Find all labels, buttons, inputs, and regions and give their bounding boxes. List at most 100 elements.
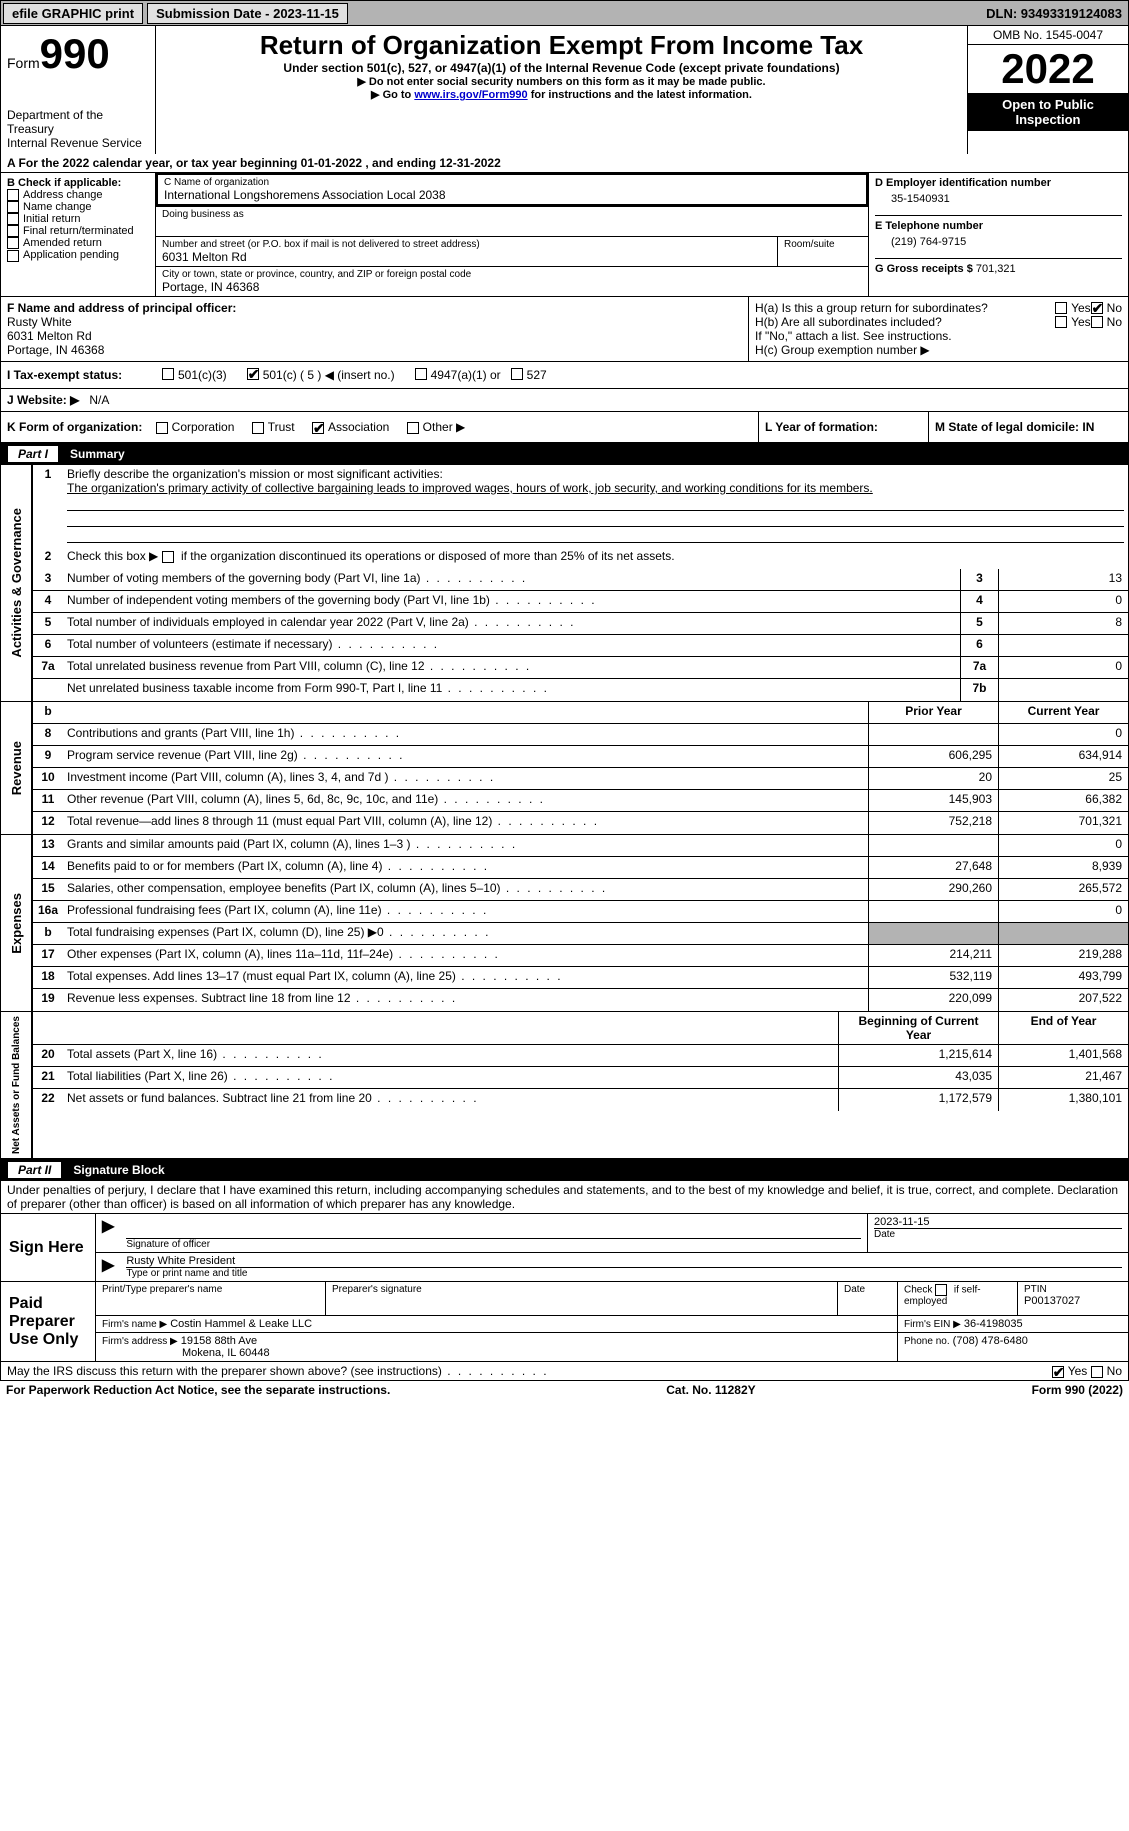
- cb-hb-no[interactable]: [1091, 316, 1103, 328]
- discuss-no: No: [1107, 1364, 1122, 1378]
- subtitle-1: Under section 501(c), 527, or 4947(a)(1)…: [162, 61, 961, 75]
- date-label-2: Date: [844, 1284, 891, 1295]
- ptin-label: PTIN: [1024, 1284, 1122, 1295]
- side-revenue: Revenue: [9, 737, 24, 799]
- addr-label: Number and street (or P.O. box if mail i…: [162, 239, 771, 250]
- l-label: L Year of formation:: [758, 412, 928, 442]
- row-prior: [868, 923, 998, 944]
- cb-ha-yes[interactable]: [1055, 302, 1067, 314]
- sign-here-label: Sign Here: [1, 1214, 96, 1281]
- cb-501c3[interactable]: [162, 368, 174, 380]
- cb-application-pending[interactable]: [7, 250, 19, 262]
- g-label: G Gross receipts $: [875, 263, 976, 275]
- form-header: Form990 Department of the Treasury Inter…: [0, 26, 1129, 154]
- k-assoc: Association: [328, 420, 389, 434]
- row-val: 8: [998, 613, 1128, 634]
- row-desc: Total assets (Part X, line 16): [63, 1045, 838, 1066]
- row-box: 7a: [960, 657, 998, 678]
- cb-discuss-yes[interactable]: [1052, 1366, 1064, 1378]
- i-cnum: 501(c) ( 5 ) ◀ (insert no.): [263, 368, 395, 382]
- col-current: Current Year: [998, 702, 1128, 723]
- row-num: 19: [33, 989, 63, 1011]
- submission-date-button[interactable]: Submission Date - 2023-11-15: [147, 3, 348, 24]
- hc-label: H(c) Group exemption number ▶: [755, 343, 1122, 357]
- cb-ha-no[interactable]: [1091, 302, 1103, 314]
- row-desc: Professional fundraising fees (Part IX, …: [63, 901, 868, 922]
- cb-q2[interactable]: [162, 551, 174, 563]
- k-corp: Corporation: [172, 420, 235, 434]
- cb-501c[interactable]: [247, 368, 259, 380]
- cb-527[interactable]: [511, 368, 523, 380]
- phone-val: (708) 478-6480: [953, 1335, 1028, 1347]
- row-desc: Total liabilities (Part X, line 26): [63, 1067, 838, 1088]
- line-a: A For the 2022 calendar year, or tax yea…: [0, 154, 1129, 173]
- check-self-pre: Check: [904, 1285, 935, 1296]
- e-label: E Telephone number: [875, 215, 1122, 232]
- row-prior: 214,211: [868, 945, 998, 966]
- cb-hb-yes[interactable]: [1055, 316, 1067, 328]
- row-num: 11: [33, 790, 63, 811]
- row-box: 5: [960, 613, 998, 634]
- k-other: Other ▶: [423, 420, 466, 434]
- form-number: 990: [40, 30, 110, 77]
- b-item-5: Application pending: [23, 249, 119, 261]
- cb-address-change[interactable]: [7, 189, 19, 201]
- date-label: Date: [874, 1228, 1122, 1240]
- row-desc: Other expenses (Part IX, column (A), lin…: [63, 945, 868, 966]
- row-num: 7a: [33, 657, 63, 678]
- irs-link[interactable]: www.irs.gov/Form990: [414, 89, 527, 101]
- b-item-4: Amended return: [23, 237, 102, 249]
- i-a1: 4947(a)(1) or: [431, 368, 501, 382]
- cb-assoc[interactable]: [312, 422, 324, 434]
- cb-final-return[interactable]: [7, 225, 19, 237]
- row-desc: Total revenue—add lines 8 through 11 (mu…: [63, 812, 868, 834]
- efile-print-button[interactable]: efile GRAPHIC print: [3, 3, 143, 24]
- room-label: Room/suite: [784, 239, 862, 250]
- cb-amended-return[interactable]: [7, 237, 19, 249]
- cb-4947[interactable]: [415, 368, 427, 380]
- cb-discuss-no[interactable]: [1091, 1366, 1103, 1378]
- b-item-1: Name change: [23, 201, 92, 213]
- prep-name-label: Print/Type preparer's name: [102, 1284, 319, 1295]
- row-desc: Salaries, other compensation, employee b…: [63, 879, 868, 900]
- f-name: Rusty White: [7, 315, 742, 329]
- firm-addr1: 19158 88th Ave: [181, 1335, 257, 1347]
- grid-expenses: Expenses 13 Grants and similar amounts p…: [0, 835, 1129, 1012]
- sig-date: 2023-11-15: [874, 1216, 1122, 1228]
- row-num: 10: [33, 768, 63, 789]
- b-item-3: Final return/terminated: [23, 225, 134, 237]
- row-num: 8: [33, 724, 63, 745]
- part1-title: Summary: [70, 447, 125, 461]
- row-prior: 220,099: [868, 989, 998, 1011]
- part1-label: Part I: [8, 446, 58, 462]
- cb-trust[interactable]: [252, 422, 264, 434]
- type-name-label: Type or print name and title: [126, 1267, 1122, 1279]
- firm-addr2: Mokena, IL 60448: [102, 1347, 891, 1359]
- row-num: b: [33, 923, 63, 944]
- row-current: 634,914: [998, 746, 1128, 767]
- row-num: 5: [33, 613, 63, 634]
- row-current: 701,321: [998, 812, 1128, 834]
- row-num: 12: [33, 812, 63, 834]
- row-val: 13: [998, 569, 1128, 590]
- firm-ein-label: Firm's EIN ▶: [904, 1319, 961, 1330]
- cb-other[interactable]: [407, 422, 419, 434]
- row-desc: Total fundraising expenses (Part IX, col…: [63, 923, 868, 944]
- q2-num: 2: [33, 547, 63, 569]
- subtitle-3-post: for instructions and the latest informat…: [531, 89, 752, 101]
- cb-self-employed[interactable]: [935, 1284, 947, 1296]
- row-prior: 290,260: [868, 879, 998, 900]
- addr-val: 6031 Melton Rd: [162, 250, 771, 264]
- row-num: 13: [33, 835, 63, 856]
- q2-text-post: if the organization discontinued its ope…: [178, 549, 675, 563]
- row-desc: Benefits paid to or for members (Part IX…: [63, 857, 868, 878]
- grid-netassets: Net Assets or Fund Balances Beginning of…: [0, 1012, 1129, 1159]
- cb-corp[interactable]: [156, 422, 168, 434]
- form-title: Return of Organization Exempt From Incom…: [162, 30, 961, 61]
- row-prior: 43,035: [838, 1067, 998, 1088]
- cb-name-change[interactable]: [7, 201, 19, 213]
- cb-initial-return[interactable]: [7, 213, 19, 225]
- hb-no: No: [1107, 315, 1122, 329]
- row-num: 16a: [33, 901, 63, 922]
- firm-addr-label: Firm's address ▶: [102, 1336, 178, 1347]
